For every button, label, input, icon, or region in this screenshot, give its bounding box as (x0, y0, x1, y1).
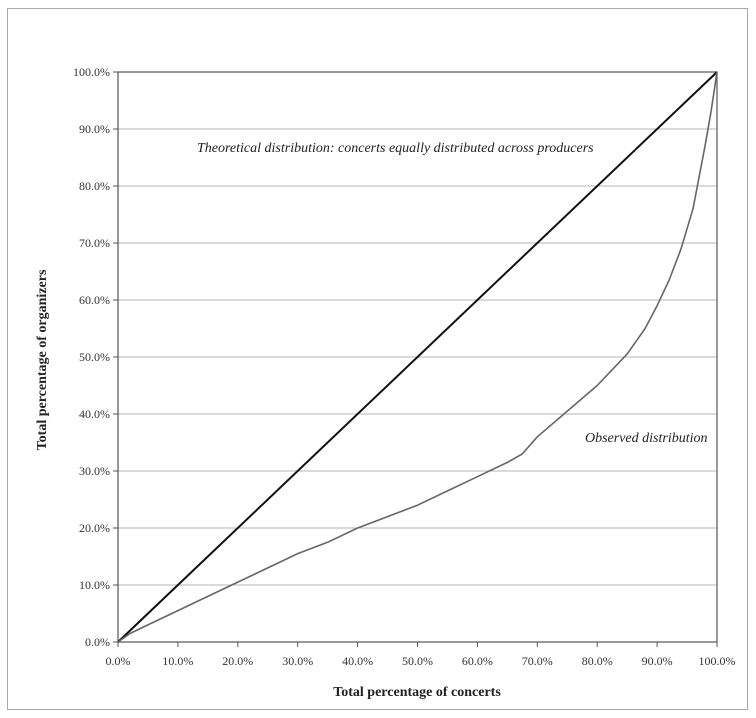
x-tick-label: 90.0% (642, 654, 673, 668)
y-tick-label: 40.0% (79, 407, 110, 421)
x-tick-label: 20.0% (222, 654, 253, 668)
x-tick-label: 0.0% (106, 654, 131, 668)
y-tick-label: 30.0% (79, 464, 110, 478)
x-tick-label: 80.0% (582, 654, 613, 668)
x-tick-label: 30.0% (282, 654, 313, 668)
observed-distribution-line (117, 71, 718, 643)
x-tick-label: 70.0% (522, 654, 553, 668)
y-tick-label: 90.0% (79, 122, 110, 136)
annotation-theoretical: Theoretical distribution: concerts equal… (197, 141, 594, 156)
x-tick-label: 50.0% (402, 654, 433, 668)
x-tick-label: 40.0% (342, 654, 373, 668)
chart-frame (7, 8, 748, 710)
theoretical-distribution-line (117, 71, 718, 643)
x-axis-title: Total percentage of concerts (333, 685, 501, 700)
y-axis-title: Total percentage of organizers (35, 269, 50, 450)
x-tick-label: 10.0% (162, 654, 193, 668)
y-tick-label: 70.0% (79, 236, 110, 250)
y-tick-label: 60.0% (79, 293, 110, 307)
x-tick-label: 60.0% (462, 654, 493, 668)
y-tick-label: 50.0% (79, 350, 110, 364)
y-tick-label: 0.0% (85, 635, 110, 649)
y-tick-label: 80.0% (79, 179, 110, 193)
x-tick-label: 100.0% (699, 654, 736, 668)
annotation-observed: Observed distribution (585, 431, 708, 446)
y-tick-label: 10.0% (79, 578, 110, 592)
y-tick-label: 100.0% (73, 65, 110, 79)
y-tick-label: 20.0% (79, 521, 110, 535)
